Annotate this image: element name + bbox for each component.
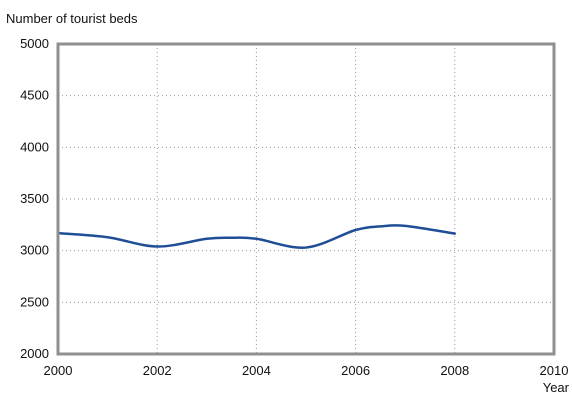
data-series-group xyxy=(56,224,457,249)
x-tick-label-2004: 2004 xyxy=(242,363,271,378)
y-tick-label-3500: 3500 xyxy=(20,191,49,206)
gridlines xyxy=(58,44,554,354)
x-tick-label-2008: 2008 xyxy=(440,363,469,378)
y-tick-label-2000: 2000 xyxy=(20,346,49,361)
x-tick-label-2006: 2006 xyxy=(341,363,370,378)
series-line-0 xyxy=(56,224,457,249)
y-tick-label-4000: 4000 xyxy=(20,139,49,154)
x-tick-label-2010: 2010 xyxy=(540,363,569,378)
y-axis-label: Number of tourist beds xyxy=(6,11,138,26)
y-tick-label-2500: 2500 xyxy=(20,294,49,309)
plot-frame xyxy=(56,42,556,356)
x-tick-label-2000: 2000 xyxy=(44,363,73,378)
x-tick-label-2002: 2002 xyxy=(143,363,172,378)
tick-labels: 2000 2002 2004 2006 2008 2010 2000 2500 3000 3500… xyxy=(20,36,568,378)
y-tick-label-5000: 5000 xyxy=(20,36,49,51)
y-tick-label-4500: 4500 xyxy=(20,88,49,103)
y-tick-label-3000: 3000 xyxy=(20,243,49,258)
x-axis-label: Year xyxy=(543,380,570,395)
